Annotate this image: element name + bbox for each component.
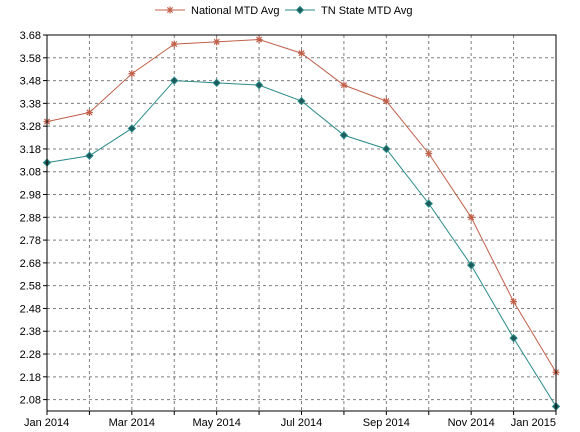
data-point-diamond — [297, 96, 306, 106]
data-point-asterisk — [213, 38, 221, 46]
data-point-diamond — [295, 5, 305, 15]
y-tick-label: 2.88 — [20, 212, 41, 224]
legend-label: TN State MTD Avg — [321, 5, 413, 17]
series-line — [46, 80, 557, 407]
grid — [46, 34, 557, 411]
data-point-diamond — [466, 260, 476, 270]
asterisk-stroke — [468, 214, 475, 221]
x-tick-label: Jul 2014 — [281, 417, 323, 429]
legend-entry-1: National MTD Avg — [155, 5, 279, 17]
asterisk-stroke — [425, 150, 432, 157]
data-point-diamond — [509, 333, 518, 343]
data-point-diamond — [170, 76, 179, 85]
asterisk-stroke — [256, 36, 263, 43]
x-axis: Jan 2014 Mar 2014 May 2014 Jul 2014 Sep 2014… — [24, 411, 557, 429]
y-tick-label: 2.18 — [20, 372, 41, 384]
y-tick-label: 2.38 — [20, 326, 41, 338]
y-tick-label: 3.38 — [20, 98, 41, 110]
x-tick-label: Nov 2014 — [448, 417, 495, 429]
data-point-asterisk — [340, 81, 348, 89]
y-axis: 2.08 2.18 2.28 2.38 2.48 2.58 2.68 2.78 2.88 2.98… — [20, 30, 47, 407]
data-point-asterisk — [467, 213, 475, 221]
data-point-asterisk — [298, 49, 305, 57]
data-point-asterisk — [166, 6, 174, 14]
asterisk-stroke — [128, 70, 135, 77]
data-point-diamond — [212, 78, 221, 88]
data-point-asterisk — [128, 70, 136, 78]
legend-label: National MTD Avg — [191, 5, 279, 17]
asterisk-stroke — [383, 98, 390, 105]
data-point-asterisk — [85, 108, 93, 116]
data-point-asterisk — [425, 149, 433, 157]
asterisk-stroke — [298, 50, 305, 57]
asterisk-stroke — [86, 109, 93, 116]
y-tick-label: 3.68 — [20, 30, 41, 42]
data-point-diamond — [339, 131, 349, 140]
x-tick-label: Sep 2014 — [363, 417, 410, 429]
y-tick-label: 2.48 — [20, 303, 41, 315]
y-tick-label: 3.08 — [20, 167, 41, 179]
x-tick-label: Jan 2015 — [511, 417, 556, 429]
data-point-diamond — [424, 199, 433, 208]
y-tick-label: 2.78 — [20, 235, 41, 247]
y-tick-label: 3.28 — [20, 121, 41, 133]
y-tick-label: 3.58 — [20, 53, 41, 65]
series-1 — [43, 36, 560, 376]
data-point-diamond — [254, 80, 264, 90]
x-tick-label: Mar 2014 — [109, 417, 155, 429]
x-tick-label: May 2014 — [193, 417, 241, 429]
legend: National MTD Avg TN State MTD Avg — [155, 5, 413, 17]
asterisk-stroke — [340, 82, 347, 89]
y-tick-label: 3.18 — [20, 144, 41, 156]
data-point-asterisk — [255, 36, 263, 44]
asterisk-stroke — [171, 41, 178, 48]
data-point-diamond — [85, 151, 94, 160]
data-point-asterisk — [510, 298, 518, 306]
y-tick-label: 2.98 — [20, 190, 41, 202]
x-tick-label: Jan 2014 — [24, 417, 69, 429]
y-tick-label: 2.28 — [20, 349, 41, 361]
y-tick-label: 2.08 — [20, 395, 41, 407]
y-tick-label: 2.58 — [20, 281, 41, 293]
legend-entry-2: TN State MTD Avg — [285, 5, 413, 17]
data-point-diamond — [382, 144, 391, 154]
y-tick-label: 3.48 — [20, 76, 41, 88]
asterisk-stroke — [213, 38, 220, 45]
data-point-asterisk — [382, 97, 390, 105]
data-point-diamond — [127, 124, 137, 133]
data-point-asterisk — [170, 40, 178, 48]
asterisk-stroke — [166, 6, 174, 14]
asterisk-stroke — [510, 298, 517, 305]
plot-frame — [46, 34, 557, 412]
y-tick-label: 2.68 — [20, 258, 41, 270]
